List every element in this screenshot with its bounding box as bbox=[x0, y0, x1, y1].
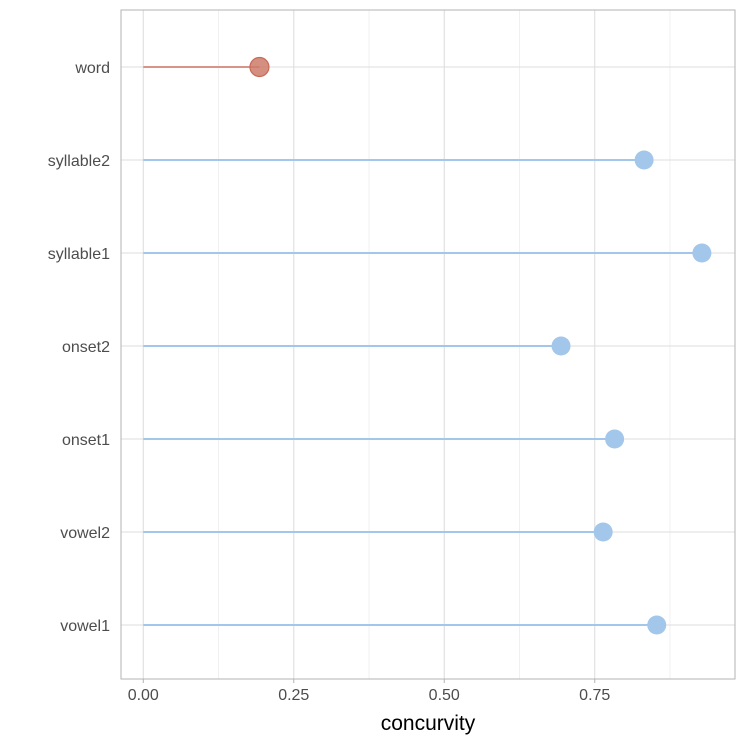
y-tick-label-word: word bbox=[74, 60, 110, 77]
lollipop-point-syllable2 bbox=[634, 150, 654, 170]
lollipop-point-vowel1 bbox=[647, 615, 667, 635]
x-tick-label: 0.00 bbox=[128, 687, 159, 704]
y-tick-label-vowel1: vowel1 bbox=[60, 618, 110, 635]
lollipop-point-onset2 bbox=[551, 336, 571, 356]
lollipop-point-syllable1 bbox=[692, 243, 712, 263]
y-tick-label-onset2: onset2 bbox=[62, 339, 110, 356]
x-tick-label: 0.75 bbox=[579, 687, 610, 704]
x-tick-label: 0.50 bbox=[429, 687, 460, 704]
y-tick-label-syllable1: syllable1 bbox=[48, 246, 110, 263]
lollipop-point-vowel2 bbox=[593, 522, 613, 542]
x-axis-labels: 0.00 0.25 0.50 0.75 bbox=[128, 679, 610, 704]
x-tick-label: 0.25 bbox=[278, 687, 309, 704]
x-axis-title: concurvity bbox=[381, 712, 476, 735]
y-tick-label-onset1: onset1 bbox=[62, 432, 110, 449]
mark-layer bbox=[143, 56, 712, 635]
y-axis-labels: word syllable2 syllable1 onset2 onset1 vowel2… bbox=[48, 60, 110, 635]
y-tick-label-vowel2: vowel2 bbox=[60, 525, 110, 542]
grid-layer bbox=[121, 10, 735, 679]
lollipop-point-word bbox=[249, 56, 270, 78]
y-tick-label-syllable2: syllable2 bbox=[48, 153, 110, 170]
panel-border bbox=[120, 9, 736, 680]
lollipop-point-onset1 bbox=[605, 429, 625, 449]
